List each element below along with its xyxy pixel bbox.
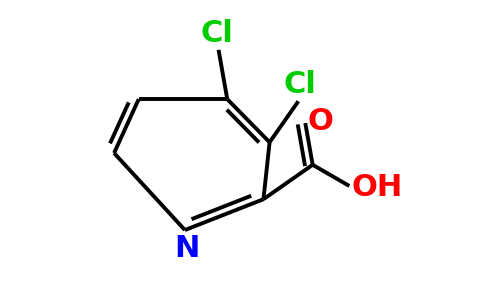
Text: N: N	[174, 234, 199, 263]
Text: OH: OH	[352, 173, 403, 202]
Text: Cl: Cl	[200, 19, 233, 47]
Text: Cl: Cl	[284, 70, 317, 99]
Text: O: O	[308, 107, 333, 136]
